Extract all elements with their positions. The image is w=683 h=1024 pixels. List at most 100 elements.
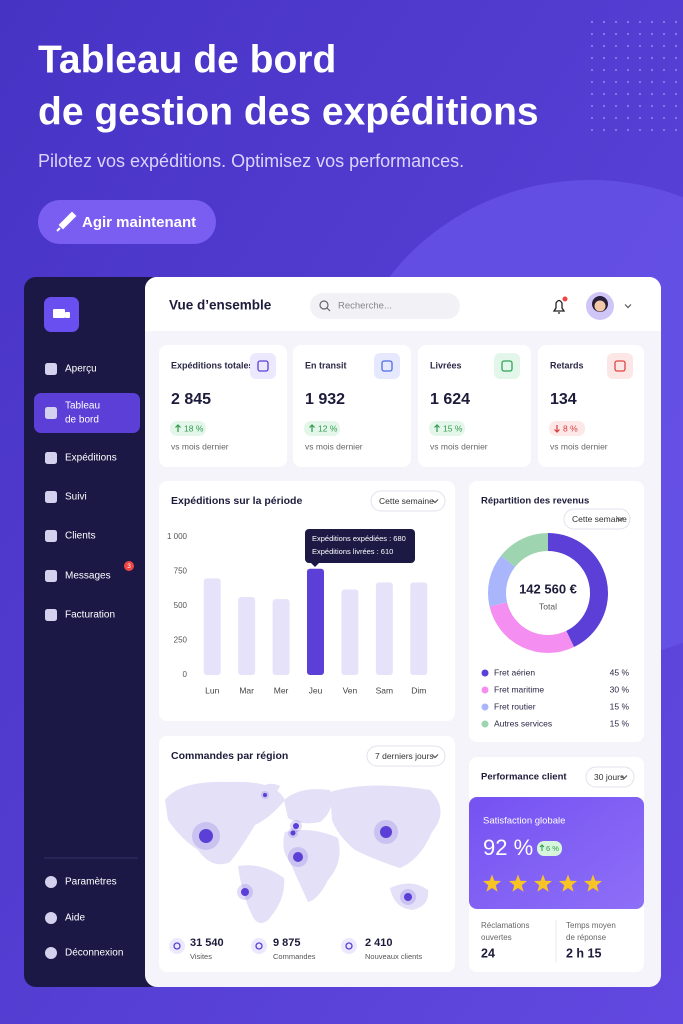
pie-slice[interactable] (489, 602, 575, 653)
nav-icon (45, 947, 57, 959)
avatar-face (594, 300, 606, 312)
dot (602, 128, 606, 132)
nav-label[interactable]: Facturation (65, 610, 115, 621)
dot (626, 116, 630, 120)
nav-label[interactable]: Tableau (65, 401, 100, 412)
trend-arrow (539, 844, 545, 851)
stat-icon-glyph (345, 942, 353, 950)
dot (626, 80, 630, 84)
dot (662, 128, 666, 132)
legend-label: Fret maritime (494, 684, 544, 694)
satisfaction-label: Satisfaction globale (483, 816, 565, 827)
dot (626, 56, 630, 60)
kpi-icon (607, 353, 633, 379)
dropdown[interactable] (366, 745, 446, 767)
bar[interactable] (238, 597, 256, 675)
bar[interactable] (307, 568, 324, 675)
dot (662, 20, 666, 24)
dot (602, 92, 606, 96)
dot (602, 20, 606, 24)
satisfaction-change: 6 % (546, 844, 559, 853)
map-hotspot (199, 829, 213, 843)
legend-value: 15 % (610, 718, 630, 728)
pie-slice[interactable] (548, 533, 608, 648)
chevron (431, 499, 439, 504)
kpi-change-pill (549, 421, 585, 436)
kpi-label: Livrées (430, 360, 462, 370)
dropdown-label: 30 jours (594, 772, 624, 782)
cta-label[interactable]: Agir maintenant (82, 214, 196, 231)
search-box[interactable] (310, 293, 460, 319)
nav-label[interactable]: Aperçu (65, 364, 97, 375)
bar[interactable] (375, 582, 393, 675)
kpi-icon (494, 353, 520, 379)
dot (602, 56, 606, 60)
trend-arrow (175, 424, 181, 432)
dot (590, 92, 594, 96)
y-tick-label: 250 (174, 636, 188, 645)
bar[interactable] (203, 578, 221, 675)
dot (614, 128, 618, 132)
nav-label[interactable]: Déconnexion (65, 948, 123, 959)
dot (674, 44, 678, 48)
pie-slice[interactable] (488, 555, 516, 607)
search-icon (319, 300, 329, 310)
dot (614, 32, 618, 36)
nav-label[interactable]: Clients (65, 531, 96, 542)
kpi-icon-glyph (614, 360, 626, 372)
kpi-change-pill (429, 421, 465, 436)
dot (650, 80, 654, 84)
dot (602, 80, 606, 84)
dot (638, 104, 642, 108)
chevron (620, 775, 628, 780)
bar[interactable] (272, 599, 290, 675)
dot (590, 116, 594, 120)
star (558, 874, 578, 892)
nav-icon (45, 363, 57, 375)
nav-label[interactable]: Aide (65, 913, 85, 924)
kpi-change-pill (304, 421, 340, 436)
nav-label[interactable]: de bord (65, 415, 99, 426)
map-hotspot (263, 793, 267, 797)
bar[interactable] (341, 589, 359, 675)
dot (662, 92, 666, 96)
dot (662, 44, 666, 48)
nav-label[interactable]: Expéditions (65, 453, 117, 464)
hero-subtitle: Pilotez vos expéditions. Optimisez vos p… (38, 151, 464, 171)
map-region (283, 830, 340, 902)
dot (674, 104, 678, 108)
map-region (284, 789, 332, 824)
x-tick-label: Lun (205, 685, 219, 695)
dot (650, 116, 654, 120)
bell-icon[interactable] (552, 299, 566, 314)
nav-label[interactable]: Messages (65, 571, 111, 582)
nav-label[interactable]: Paramètres (65, 877, 117, 888)
kpi-change-pill (170, 421, 206, 436)
stat-icon-glyph (173, 942, 181, 950)
legend-dot (481, 703, 489, 711)
hero-title: Tableau de bord (38, 38, 336, 81)
dot (662, 116, 666, 120)
x-tick-label: Jeu (309, 685, 323, 695)
nav-icon (45, 876, 57, 888)
pie-center-value: 142 560 € (519, 581, 577, 596)
chevron (431, 754, 439, 759)
dot (638, 68, 642, 72)
dot (602, 116, 606, 120)
dropdown[interactable] (585, 766, 635, 788)
map-hotspot (404, 893, 412, 901)
dropdown-label: 7 derniers jours (375, 751, 434, 761)
dot (602, 104, 606, 108)
dot (650, 44, 654, 48)
dropdown[interactable] (563, 508, 631, 530)
nav-icon (45, 407, 57, 419)
cta-button[interactable] (38, 200, 216, 244)
dot (626, 32, 630, 36)
nav-active[interactable] (34, 393, 140, 433)
bar[interactable] (410, 582, 428, 675)
dot (638, 32, 642, 36)
dropdown[interactable] (370, 490, 446, 512)
y-tick-label: 1 000 (167, 532, 188, 541)
pie-slice[interactable] (501, 533, 548, 567)
nav-label[interactable]: Suivi (65, 492, 87, 503)
